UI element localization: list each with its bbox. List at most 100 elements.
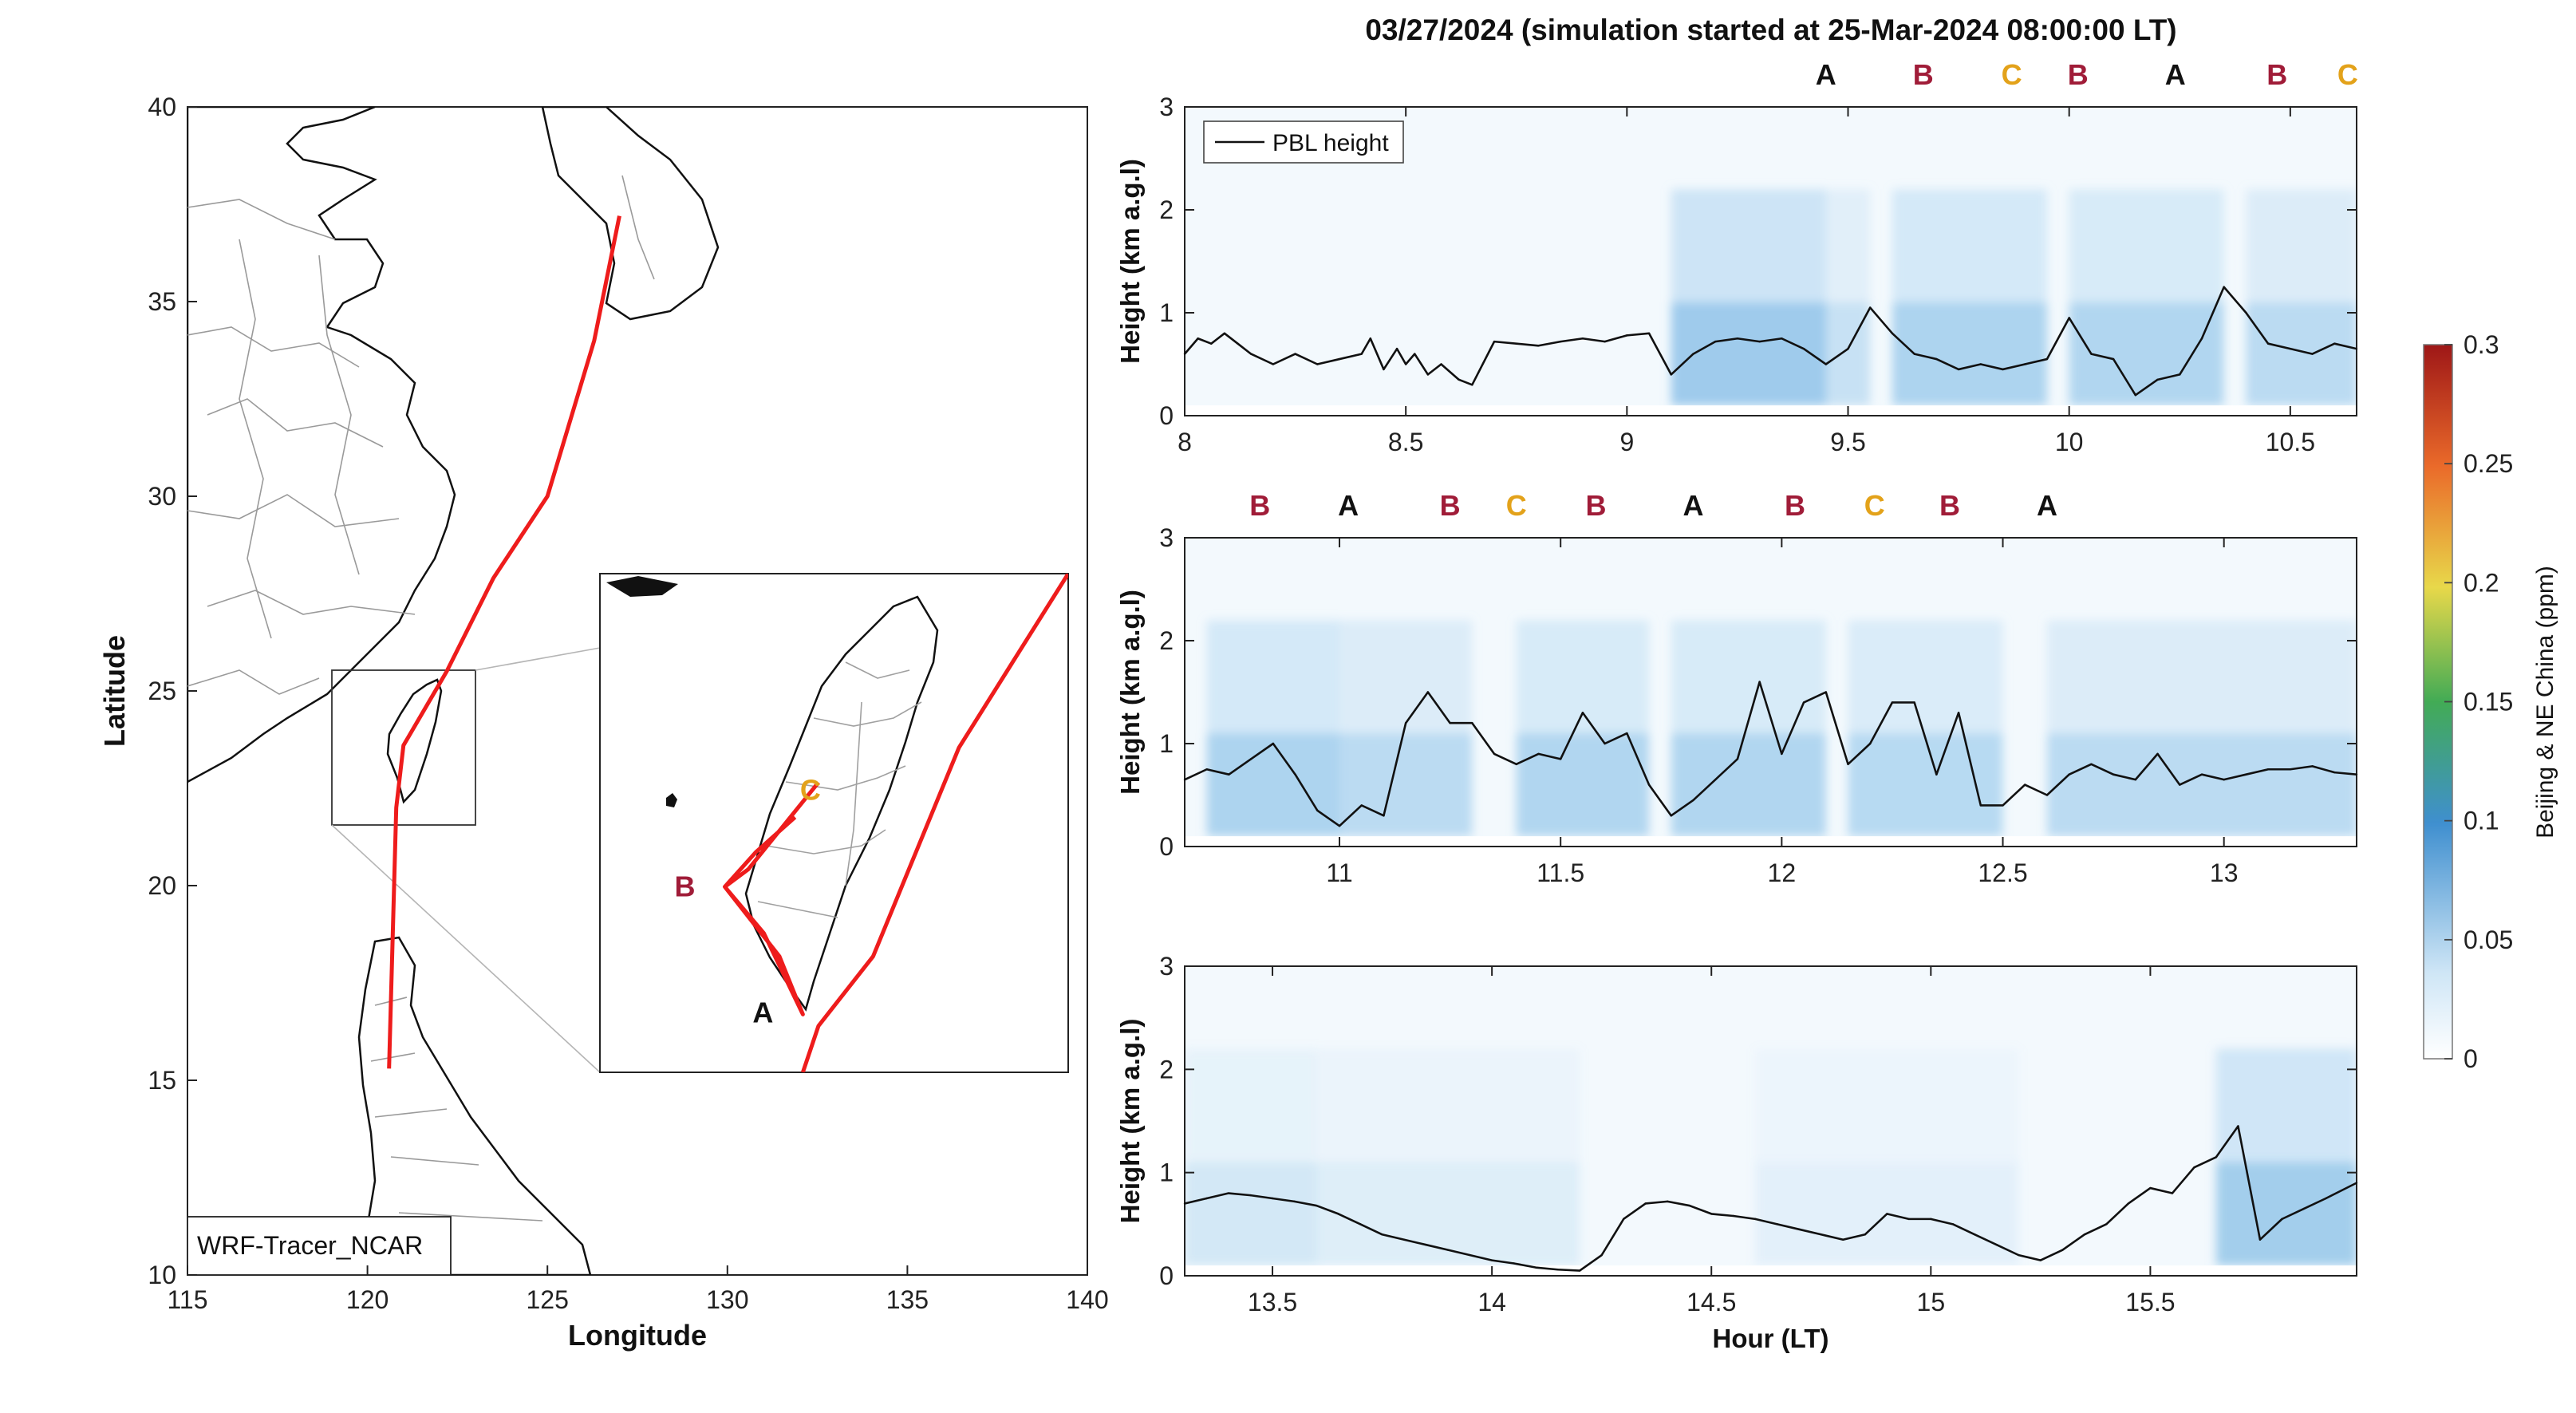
pbl-height-point [2193,1166,2195,1169]
pbl-height-point [2215,1156,2218,1158]
pbl-height-point [2266,342,2270,345]
x-tick-label: 8.5 [1388,428,1423,456]
pbl-height-point [2061,1249,2064,1251]
pbl-height-point [1395,347,1398,350]
pbl-height-point [1714,340,1717,343]
trajectory-point-label: A [2037,489,2057,522]
inset-trajectory-arrival [800,574,1068,1072]
trajectory-point-label: B [2068,58,2089,91]
x-tick-label: 13 [2210,858,2239,887]
pbl-height-point [1559,758,1562,760]
pbl-height-point [1272,363,1275,365]
pbl-height-point [1802,701,1805,704]
pbl-height-point [1581,337,1584,340]
pbl-height-point [2045,357,2049,361]
y-tick-label: 2 [1159,1055,1174,1083]
pbl-height-point [1979,804,1982,807]
pbl-height-point [2039,1259,2042,1261]
y-tick-label: 0 [1159,832,1174,861]
pbl-height-point [1383,368,1385,371]
pbl-height-point [1360,353,1363,355]
taiwan-inset: A B C [599,573,1069,1073]
pbl-height-point [1847,763,1849,765]
map-y-tick-label: 40 [148,93,176,121]
pbl-height-point [1581,712,1584,714]
pbl-height-point [2333,771,2336,774]
inset-point-b-label: B [675,870,696,902]
pbl-height-point [2149,1186,2152,1190]
pbl-height-point [1210,342,1213,345]
pbl-height-point [2171,1192,2174,1194]
trajectory-point-label: B [1939,489,1960,522]
colorbar-ticks: 0 0.05 0.1 0.15 0.2 0.25 0.3 [2444,330,2513,1073]
pbl-height-point [1864,1233,1866,1236]
pbl-height-point [1249,758,1252,760]
pbl-height-point [1426,373,1430,376]
colorbar-tick-label: 0.1 [2464,807,2499,835]
panel-frame [1184,965,2357,1277]
map-y-tick-label: 35 [148,287,176,316]
map-x-tick-label: 125 [527,1285,569,1314]
model-label: WRF-Tracer_NCAR [197,1231,423,1260]
pbl-height-point [2325,1197,2327,1200]
inset-coast-island [606,576,678,597]
pbl-height-point [1626,334,1628,337]
pbl-height-point [1383,815,1385,817]
pbl-height-point [2002,368,2004,371]
map-panel: A B C WRF-Tracer_NCAR 115 120 125 130 135 140… [98,93,1109,1352]
map-x-tick-label: 140 [1066,1285,1108,1314]
pbl-height-point [1426,691,1430,693]
y-tick-label: 1 [1159,298,1174,327]
pbl-height-line [1185,1125,2357,1272]
map-ticks: 115 120 125 130 135 140 10 15 20 25 30 35 40 [148,93,1108,1314]
time-height-panel-3: 13.5 14 14.5 15 15.5 0 1 2 3 Height (km a.g.l) Hou… [1115,952,2358,1353]
pbl-height-point [1667,1200,1669,1203]
surface-gap [1185,836,2357,847]
trajectory-point-label: C [2337,58,2358,91]
pbl-height-point [1820,1233,1822,1236]
pbl-height-point [1294,773,1296,776]
tracer-band-core [1339,733,1473,837]
legend-label: PBL height [1272,130,1389,156]
legend: PBL height [1203,120,1404,164]
pbl-height-point [1205,768,1208,771]
pbl-height-point [1490,1259,1493,1261]
x-tick-label: 10.5 [2266,428,2315,456]
inset-connector [331,824,601,1073]
tracer-band-core [2246,302,2357,406]
pbl-height-point [1493,340,1496,343]
trajectory-point-label: B [2266,58,2287,91]
pbl-height-point [1537,752,1540,756]
pbl-height-point [1404,363,1407,365]
pbl-height-point [2156,752,2159,756]
pbl-height-line [1185,286,2357,397]
pbl-height-point [1458,378,1460,381]
pbl-height-point [1414,353,1416,355]
pbl-height-point [2289,347,2292,350]
pbl-height-point [1825,363,1827,365]
pbl-height-point [2045,794,2049,796]
pbl-height-point [1440,363,1442,365]
pbl-height-point [1559,340,1562,343]
pbl-height-point [2002,804,2004,807]
pbl-height-point [1647,332,1651,334]
pbl-height-point [1951,1223,1955,1226]
pbl-height-point [2090,353,2093,355]
pbl-height-point [1891,701,1894,704]
pbl-height-point [2355,1182,2358,1184]
pbl-height-point [2127,1202,2130,1205]
tracer-band-core [1671,302,1826,406]
pbl-height-point [1381,1233,1383,1236]
map-y-axis-label: Latitude [98,635,131,747]
pbl-height-point [1293,1200,1296,1203]
pbl-height-point [1271,1197,1274,1200]
panel-frame [1184,537,2357,847]
x-tick-label: 15 [1917,1288,1946,1316]
colorbar-tick-label: 0.15 [2464,688,2513,716]
pbl-height-point [2333,342,2336,345]
pbl-height-point [1534,1266,1537,1269]
pbl-height-point [1294,353,1296,355]
tracer-band-core [1316,1162,1580,1266]
pbl-height-point [2134,778,2137,781]
